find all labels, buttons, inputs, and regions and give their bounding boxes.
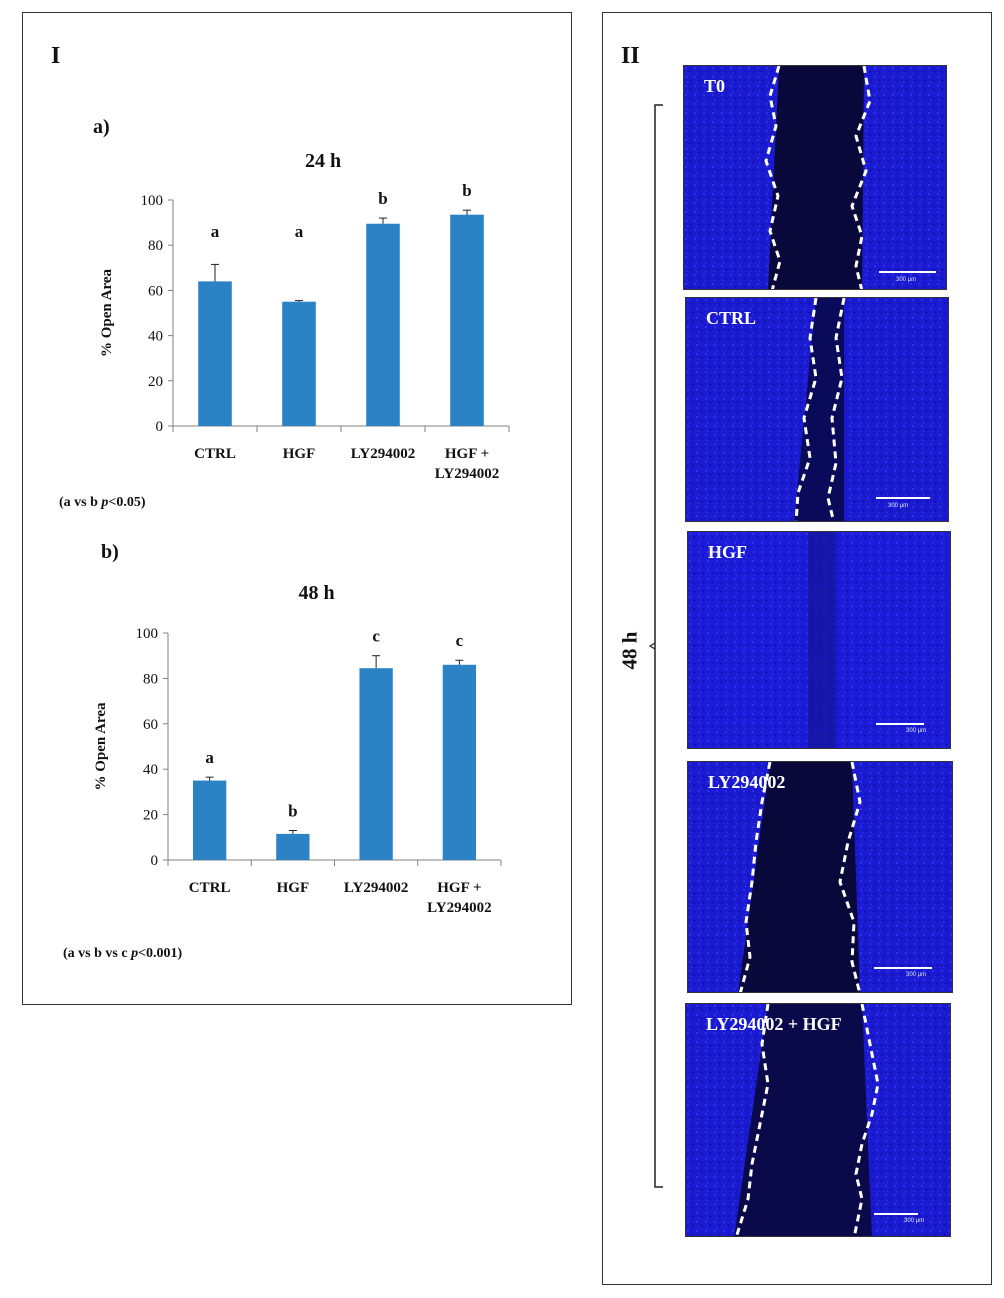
micrograph-ly294002-image xyxy=(688,762,952,992)
micrograph-hgf: HGF 300 µm xyxy=(687,531,951,749)
micrograph-ly294002-label: LY294002 xyxy=(708,772,786,792)
chart-48h-ytick-label: 20 xyxy=(143,808,158,824)
chart-24h-ytick-label: 100 xyxy=(141,193,164,209)
chart-24h: 24 h % Open Area 0 20 40 60 80 100 a CTRL a HGF b LY2… xyxy=(93,150,510,916)
panel-I-label: I xyxy=(51,43,61,69)
time-bracket xyxy=(648,104,663,1188)
chart-24h-ytick-label: 80 xyxy=(148,238,163,254)
bracket-label: 48 h xyxy=(617,631,642,670)
chart-48h-bar xyxy=(442,664,477,860)
chart-48h-bar xyxy=(359,668,393,860)
chart-24h-bar xyxy=(198,281,232,426)
chart-48h-bar xyxy=(276,833,310,860)
micrograph-t0-image xyxy=(684,66,946,289)
chart-24h-category-label: LY294002 xyxy=(435,466,499,482)
micrograph-hgf-label: HGF xyxy=(708,542,747,562)
chart-48h-category-label: CTRL xyxy=(189,880,231,896)
note-48h-p: p xyxy=(131,946,139,961)
panel-II-label: II xyxy=(621,43,640,69)
chart-24h-category-label: HGF + xyxy=(445,446,489,462)
chart-24h-significance-letter: b xyxy=(378,189,387,208)
chart-48h-category-label: HGF + xyxy=(437,880,481,896)
chart-48h-category-label: LY294002 xyxy=(427,900,491,916)
micrograph-ly294002-hgf: LY294002 + HGF 300 µm xyxy=(685,1003,951,1237)
chart-48h-significance-letter: a xyxy=(205,748,214,767)
chart-48h-ytick-label: 100 xyxy=(136,626,159,642)
chart-24h-ytick-label: 0 xyxy=(156,419,164,435)
micrograph-ctrl-image xyxy=(686,298,948,521)
note-24h-p: p xyxy=(101,495,109,510)
chart-48h-ytick-label: 80 xyxy=(143,671,158,687)
note-24h-suffix: <0.05) xyxy=(108,495,146,510)
chart-48h-category-label: LY294002 xyxy=(344,880,408,896)
chart-48h-category-label: HGF xyxy=(277,880,310,896)
chart-24h-ytick-label: 60 xyxy=(148,283,163,299)
chart-24h-category-label: HGF xyxy=(283,446,316,462)
note-24h-prefix: (a vs b xyxy=(59,495,102,510)
chart-24h-significance-letter: b xyxy=(462,181,471,200)
scale-bar-text-t0: 300 µm xyxy=(896,277,917,283)
scale-bar-text-ctrl: 300 µm xyxy=(888,503,909,509)
significance-note-48h: (a vs b vs c p<0.001) xyxy=(63,946,182,962)
chart-24h-significance-letter: a xyxy=(211,222,220,241)
panel-I: I a) b) 24 h % Open Area 0 20 40 60 80 100 a CTRL… xyxy=(22,12,572,1005)
micrograph-hgf-image xyxy=(688,532,950,748)
subpanel-a-label: a) xyxy=(93,116,110,138)
subpanel-b-label: b) xyxy=(101,541,119,563)
micrograph-ly294002-hgf-image xyxy=(686,1004,950,1236)
chart-24h-ytick-label: 40 xyxy=(148,329,163,345)
chart-48h-ylabel: % Open Area xyxy=(93,702,109,791)
chart-48h-significance-letter: c xyxy=(456,631,464,650)
chart-24h-significance-letter: a xyxy=(295,222,304,241)
chart-48h-ytick-label: 60 xyxy=(143,717,158,733)
chart-24h-ytick-label: 20 xyxy=(148,374,163,390)
micrograph-ctrl-label: CTRL xyxy=(706,308,757,328)
micrograph-ly294002-hgf-label: LY294002 + HGF xyxy=(706,1014,842,1034)
scale-bar-text-hgf: 300 µm xyxy=(906,728,927,734)
scale-bar-text-ly294002: 300 µm xyxy=(906,972,927,978)
chart-24h-category-label: CTRL xyxy=(194,446,236,462)
chart-24h-ylabel: % Open Area xyxy=(99,268,115,357)
micrograph-t0: T0 300 µm xyxy=(683,65,947,290)
micrograph-ly294002: LY294002 300 µm xyxy=(687,761,953,993)
chart-48h-ytick-label: 40 xyxy=(143,762,158,778)
chart-24h-title: 24 h xyxy=(305,150,341,172)
chart-48h-ytick-label: 0 xyxy=(151,853,159,869)
chart-48h-significance-letter: c xyxy=(372,627,380,646)
chart-48h-significance-letter: b xyxy=(288,801,297,820)
chart-24h-bar xyxy=(366,223,400,426)
significance-note-24h: (a vs b p<0.05) xyxy=(59,495,146,511)
scale-bar-text-ly294002-hgf: 300 µm xyxy=(904,1218,925,1224)
note-48h-prefix: (a vs b vs c xyxy=(63,946,132,961)
chart-48h-title: 48 h xyxy=(298,582,334,604)
micrograph-ctrl: CTRL 300 µm xyxy=(685,297,949,522)
chart-24h-category-label: LY294002 xyxy=(351,446,415,462)
micrograph-t0-label: T0 xyxy=(704,76,726,96)
panel-II: II 48 h T0 300 µm CTRL 300 µm xyxy=(602,12,992,1285)
note-48h-suffix: <0.001) xyxy=(138,946,183,961)
chart-24h-bar xyxy=(282,301,316,426)
chart-24h-bar xyxy=(450,214,484,426)
chart-48h-bar xyxy=(192,780,227,860)
